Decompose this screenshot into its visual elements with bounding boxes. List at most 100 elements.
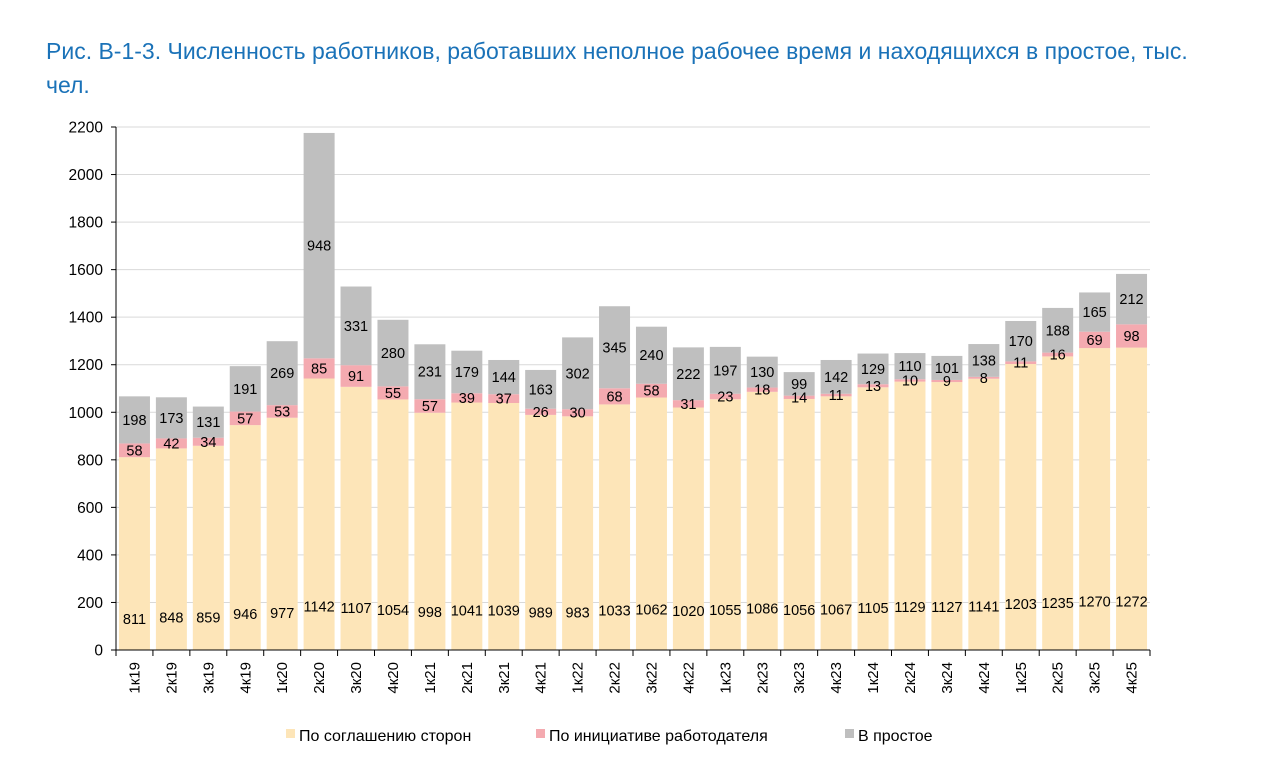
data-label: 11 [829, 388, 844, 404]
x-tick-label: 3к25 [1087, 662, 1104, 694]
bar-segment-idle [155, 397, 187, 439]
y-tick-label: 1200 [69, 357, 104, 374]
y-tick-label: 2200 [69, 120, 104, 137]
x-tick-label: 1к25 [1013, 662, 1030, 694]
bar-segment-idle [1042, 307, 1074, 353]
data-label: 131 [196, 415, 220, 431]
data-label: 345 [602, 340, 626, 356]
data-label: 1107 [340, 601, 371, 617]
bar-segment-employer [783, 395, 815, 399]
data-label: 26 [533, 405, 549, 421]
data-label: 173 [159, 411, 183, 427]
bar-segment-agreement [820, 396, 852, 650]
x-tick-label: 3к20 [348, 662, 365, 694]
bar-segment-agreement [562, 416, 594, 650]
bar-segment-employer [857, 384, 889, 388]
bar-segment-employer [303, 358, 335, 379]
x-tick-label: 1к20 [274, 662, 291, 694]
bar-segment-employer [118, 443, 150, 458]
data-label: 18 [754, 383, 770, 399]
bar-segment-employer [229, 411, 261, 426]
bar-segment-idle [377, 319, 409, 387]
bar-segment-employer [414, 399, 446, 413]
bar-segment-idle [451, 350, 483, 394]
bar-segment-idle [672, 347, 704, 401]
data-label: 58 [643, 384, 659, 400]
y-tick-label: 200 [77, 595, 103, 612]
data-label: 302 [566, 366, 590, 382]
data-label: 34 [200, 435, 216, 451]
data-label: 811 [123, 612, 146, 628]
data-label: 859 [196, 610, 220, 626]
bar-segment-employer [746, 387, 778, 392]
bar-segment-employer [709, 393, 741, 400]
data-label: 1203 [1005, 597, 1037, 613]
bar-segment-idle [931, 355, 963, 380]
legend-swatch [286, 729, 295, 738]
bar-segment-employer [1005, 361, 1037, 365]
x-tick-label: 1к23 [717, 662, 734, 694]
data-label: 197 [713, 363, 737, 379]
y-tick-label: 2000 [69, 167, 104, 184]
y-tick-label: 1600 [69, 262, 104, 279]
legend-label: По соглашению сторон [299, 728, 471, 745]
data-label: 998 [418, 605, 442, 621]
data-label: 948 [307, 239, 331, 255]
data-label: 1020 [672, 604, 704, 620]
data-label: 179 [455, 365, 479, 381]
x-tick-label: 3к22 [643, 662, 660, 694]
bar-segment-agreement [192, 445, 224, 650]
bar-segment-employer [1116, 324, 1148, 348]
bar-segment-agreement [1116, 347, 1148, 650]
data-label: 191 [233, 382, 257, 398]
bar-segment-idle [340, 286, 372, 366]
bar-segment-idle [968, 344, 1000, 377]
data-label: 983 [566, 606, 590, 622]
bar-segment-agreement [1005, 364, 1037, 650]
data-label: 231 [418, 365, 442, 381]
data-label: 240 [639, 348, 663, 364]
x-tick-label: 1к19 [126, 662, 143, 694]
bar-segment-idle [709, 346, 741, 394]
bar-segment-idle [894, 353, 926, 380]
data-label: 989 [529, 605, 553, 621]
bar-segment-agreement [635, 397, 667, 650]
data-label: 1033 [598, 604, 630, 620]
data-label: 212 [1119, 292, 1143, 308]
bar-segment-agreement [377, 399, 409, 650]
data-label: 98 [1123, 329, 1139, 345]
data-label: 9 [943, 374, 951, 390]
bar-segment-employer [488, 394, 520, 404]
x-tick-label: 3к23 [791, 662, 808, 694]
bar-segment-agreement [229, 425, 261, 650]
bar-segment-agreement [672, 407, 704, 650]
data-label: 99 [791, 377, 807, 393]
data-label: 11 [1013, 356, 1028, 372]
data-label: 16 [1050, 348, 1066, 364]
data-label: 53 [274, 404, 290, 420]
data-label: 85 [311, 361, 327, 377]
bar-segment-employer [672, 400, 704, 408]
x-tick-label: 3к21 [496, 662, 513, 694]
bar-segment-agreement [746, 391, 778, 650]
bar-segment-employer [1042, 352, 1074, 357]
data-label: 1039 [488, 603, 520, 619]
data-label: 58 [126, 443, 142, 459]
data-label: 1141 [968, 600, 999, 616]
bar-segment-employer [894, 379, 926, 382]
bar-segment-employer [1079, 331, 1111, 349]
bar-segment-employer [931, 379, 963, 383]
bar-segment-idle [414, 344, 446, 400]
data-label: 57 [237, 411, 253, 427]
bar-segment-idle [857, 353, 889, 385]
bar-segment-employer [192, 437, 224, 446]
legend: По соглашению сторон По инициативе работо… [286, 728, 933, 745]
bar-segment-employer [266, 405, 298, 418]
bar-segment-agreement [783, 398, 815, 650]
bar-segment-idle [118, 396, 150, 444]
bar-segment-agreement [155, 448, 187, 650]
data-label: 23 [717, 389, 733, 405]
data-label: 39 [459, 391, 475, 407]
bar-segment-agreement [118, 457, 150, 650]
